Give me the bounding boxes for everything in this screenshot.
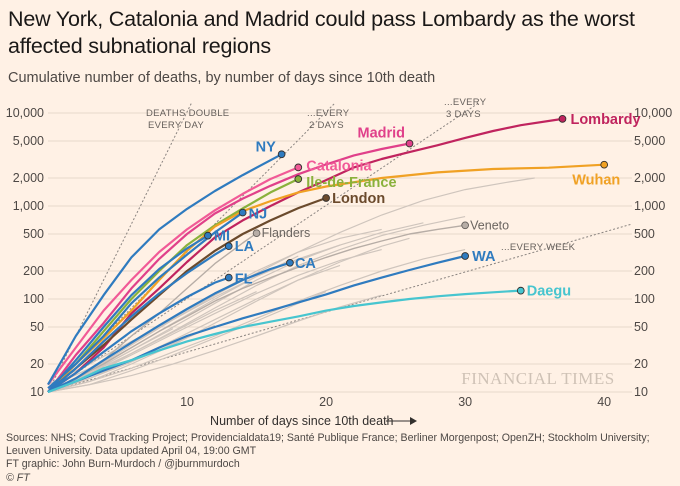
series-label-wuhan: Wuhan — [572, 173, 620, 189]
y-tick-label-right: 5,000 — [634, 134, 665, 148]
series-label-mi: MI — [214, 229, 230, 245]
y-tick-label-left: 5,000 — [13, 134, 44, 148]
chart-title: New York, Catalonia and Madrid could pas… — [8, 7, 635, 58]
copyright: © FT — [6, 471, 30, 484]
series-label-lombardy: Lombardy — [570, 112, 640, 128]
graphic-credit: FT graphic: John Burn-Murdoch / @jburnmu… — [6, 458, 240, 471]
series-line-veneto — [47, 224, 466, 393]
x-axis-arrow-head — [410, 417, 417, 425]
series-line-ca — [47, 261, 291, 393]
y-tick-label-left: 100 — [23, 292, 44, 306]
series-endpoint-fl — [224, 273, 233, 282]
y-tick-label-left: 20 — [30, 357, 44, 371]
reference-line-doubling — [48, 103, 193, 392]
series-label-madrid: Madrid — [358, 125, 406, 141]
y-tick-label-left: 1,000 — [13, 199, 44, 213]
y-tick-label-left: 10 — [30, 385, 44, 399]
series-line-la — [47, 245, 230, 393]
series-line-grey — [47, 291, 327, 393]
series-line-grey — [47, 324, 216, 393]
y-tick-label-left: 200 — [23, 264, 44, 278]
series-line-wuhan — [47, 163, 605, 393]
y-tick-label-right: 1,000 — [634, 199, 665, 213]
y-tick-label-right: 100 — [634, 292, 655, 306]
y-tick-label-right: 500 — [634, 227, 655, 241]
y-tick-label-right: 2,000 — [634, 171, 665, 185]
reference-line-doubling — [48, 103, 480, 392]
x-axis-label: Number of days since 10th death — [210, 414, 393, 428]
series-label-daegu: Daegu — [527, 284, 571, 300]
reference-line-label: ...EVERY — [444, 97, 487, 108]
series-line-catalonia — [47, 166, 299, 386]
series-endpoint-lombardy — [558, 115, 567, 123]
reference-line-label: ...EVERY — [307, 108, 350, 119]
y-tick-label-left: 10,000 — [6, 106, 44, 120]
series-line-mi — [47, 234, 209, 393]
series-endpoint-ca — [286, 258, 294, 267]
series-line-london — [47, 196, 327, 393]
series-label-flanders: Flanders — [262, 226, 311, 240]
series-endpoint-daegu — [516, 286, 525, 295]
series-endpoint-london — [322, 194, 330, 202]
series-endpoint-mi — [204, 231, 212, 240]
series-label-london: London — [332, 191, 385, 207]
reference-line-label: ...EVERY WEEK — [501, 242, 576, 253]
series-label-ny: NY — [256, 139, 276, 155]
series-endpoint-ny — [277, 150, 286, 159]
series-label-wa: WA — [472, 249, 496, 265]
reference-line-doubling — [48, 103, 336, 392]
y-tick-label-right: 50 — [634, 320, 648, 334]
series-line-madrid — [47, 142, 410, 393]
series-endpoint-veneto — [461, 221, 469, 230]
y-tick-label-right: 200 — [634, 264, 655, 278]
series-line-grey — [47, 216, 466, 393]
chart-footer: Sources: NHS; Covid Tracking Project; Pr… — [6, 432, 676, 485]
series-line-grey — [47, 249, 466, 393]
sources-note: Sources: NHS; Covid Tracking Project; Pr… — [6, 432, 650, 458]
series-line-ny — [47, 153, 283, 386]
series-endpoint-madrid — [405, 139, 414, 148]
reference-line-label: EVERY DAY — [148, 120, 204, 131]
series-line-wa — [47, 254, 466, 394]
series-endpoint-ile-de-france — [294, 175, 303, 183]
series-endpoint-la — [224, 242, 233, 251]
series-line-grey — [47, 237, 410, 393]
series-label-la: LA — [235, 239, 255, 255]
reference-line-label: 2 DAYS — [309, 120, 344, 131]
reference-line-label: 3 DAYS — [446, 109, 481, 120]
chart-subtitle: Cumulative number of deaths, by number o… — [8, 70, 436, 86]
series-label-catalonia: Catalonia — [306, 158, 372, 174]
series-line-flanders — [47, 232, 258, 393]
x-tick-label: 30 — [458, 395, 472, 409]
y-tick-label-right: 20 — [634, 357, 648, 371]
series-label-ca: CA — [295, 256, 316, 272]
series-label-nj: NJ — [249, 207, 268, 223]
series-endpoint-wuhan — [600, 160, 609, 169]
y-tick-label-left: 50 — [30, 320, 44, 334]
y-tick-label-left: 500 — [23, 227, 44, 241]
series-endpoint-nj — [238, 208, 247, 217]
reference-line-label: DEATHS DOUBLE — [146, 108, 229, 119]
x-tick-label: 40 — [597, 395, 611, 409]
reference-line-doubling — [48, 223, 632, 392]
y-tick-label-right: 10,000 — [634, 106, 672, 120]
series-endpoint-wa — [461, 252, 469, 260]
series-endpoint-catalonia — [294, 163, 303, 172]
series-endpoint-flanders — [252, 229, 261, 238]
series-label-ile-de-france: Ile-de-France — [306, 175, 396, 191]
y-tick-label-left: 2,000 — [13, 171, 44, 185]
series-label-veneto: Veneto — [470, 218, 509, 232]
series-line-daegu — [47, 289, 521, 394]
series-line-fl — [47, 276, 230, 393]
series-label-fl: FL — [235, 272, 253, 288]
y-tick-label-right: 10 — [634, 385, 648, 399]
x-tick-label: 10 — [180, 395, 194, 409]
watermark: FINANCIAL TIMES — [461, 369, 614, 388]
x-tick-label: 20 — [319, 395, 333, 409]
